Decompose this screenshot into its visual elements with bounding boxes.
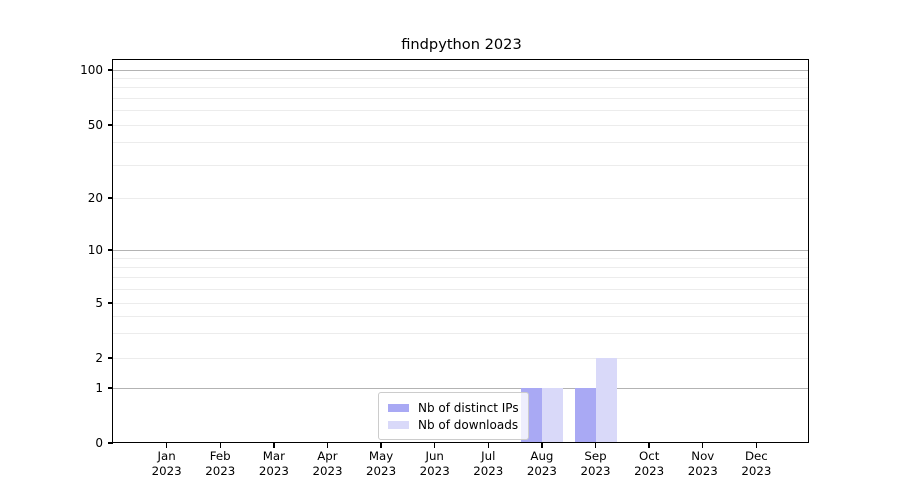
minor-gridline [113,333,809,335]
minor-gridline [113,315,809,317]
y-axis-tick [108,442,113,444]
major-gridline [113,302,809,304]
y-axis-tick [108,249,113,251]
x-axis-tick-label: Feb 2023 [192,449,248,479]
x-tick-line: Sep [584,449,607,463]
minor-gridline [113,288,809,290]
y-axis-tick [108,197,113,199]
x-axis-tick [433,443,436,448]
x-tick-line: Mar [262,449,285,463]
x-tick-line: 2023 [205,464,236,478]
bar-downloads-aug [541,388,563,443]
bar-downloads-sep [595,358,617,443]
major-gridline [113,124,809,126]
x-tick-line: 2023 [687,464,718,478]
plot-border [112,59,809,443]
y-axis-tick-label: 100 [80,63,103,77]
y-axis-tick-label: 20 [87,191,103,205]
y-axis-tick [108,357,113,359]
x-tick-line: 2023 [473,464,504,478]
x-axis-tick-label: Sep 2023 [568,449,624,479]
x-axis-tick [487,443,489,448]
x-axis-tick-label: Jun 2023 [407,449,463,479]
x-tick-line: May [368,449,394,463]
y-axis-tick [108,302,113,304]
x-axis-tick [380,443,382,448]
minor-gridline [113,257,809,259]
x-tick-line: 2023 [258,464,289,478]
x-axis-tick-label: Oct 2023 [621,449,677,479]
minor-gridline [113,77,809,79]
x-tick-line: Jun [425,449,444,463]
x-tick-line: Aug [530,449,554,463]
x-tick-line: Feb [209,449,231,463]
x-tick-line: Jan [157,449,176,463]
y-axis-tick-label: 50 [87,118,103,132]
x-tick-line: Jul [481,449,496,463]
chart-legend: Nb of distinct IPs Nb of downloads [378,392,529,440]
major-gridline [113,357,809,359]
x-axis-tick [648,443,650,448]
x-axis-tick [219,443,221,448]
y-axis-tick-label: 0 [95,436,103,450]
x-tick-line: Dec [744,449,768,463]
legend-color-swatch [388,420,409,429]
x-tick-line: 2023 [419,464,450,478]
minor-gridline [113,142,809,144]
x-axis-tick [702,443,704,448]
x-tick-line: Apr [317,449,338,463]
x-axis-tick [326,443,329,448]
x-tick-line: 2023 [634,464,665,478]
minor-gridline [113,276,809,278]
major-gridline [113,197,809,199]
y-axis-tick-label: 5 [95,296,103,310]
legend-entry-label: Nb of downloads [418,417,519,432]
y-axis-tick-label: 1 [95,381,103,395]
x-axis-tick-label: Mar 2023 [246,449,302,479]
y-axis-tick [108,69,113,71]
legend-entry: Nb of distinct IPs [388,399,519,416]
minor-gridline [113,165,809,167]
major-gridline [113,387,809,389]
x-axis-tick [541,443,543,448]
x-tick-line: 2023 [741,464,772,478]
x-tick-line: 2023 [580,464,611,478]
x-tick-line: Nov [691,449,715,463]
x-axis-tick-label: Apr 2023 [299,449,355,479]
y-axis-tick-label: 10 [87,243,103,257]
x-tick-line: 2023 [526,464,557,478]
x-axis-tick [273,443,275,448]
y-axis-tick [108,124,113,126]
x-tick-line: 2023 [312,464,343,478]
legend-color-swatch [388,403,409,412]
x-axis-tick [594,443,597,448]
x-axis-tick [755,443,758,448]
legend-entry-label: Nb of distinct IPs [418,400,519,415]
x-tick-line: 2023 [366,464,397,478]
x-axis-tick-label: Dec 2023 [728,449,784,479]
minor-gridline [113,97,809,99]
y-axis-tick-label: 2 [95,351,103,365]
minor-gridline [113,110,809,112]
x-axis-tick-label: Jan 2023 [139,449,195,479]
chart-title: findpython 2023 [401,36,522,53]
bar-distinct-ips-sep [574,388,596,443]
legend-entry: Nb of downloads [388,416,519,433]
x-axis-tick-label: Nov 2023 [675,449,731,479]
x-tick-line: Oct [638,449,660,463]
x-axis-tick-label: May 2023 [353,449,409,479]
x-axis-tick-label: Aug 2023 [514,449,570,479]
x-axis-tick [165,443,168,448]
x-tick-line: 2023 [151,464,182,478]
minor-gridline [113,266,809,268]
x-axis-tick-label: Jul 2023 [460,449,516,479]
major-gridline [113,69,809,71]
y-axis-tick [108,387,113,389]
major-gridline [113,249,809,251]
minor-gridline [113,87,809,89]
